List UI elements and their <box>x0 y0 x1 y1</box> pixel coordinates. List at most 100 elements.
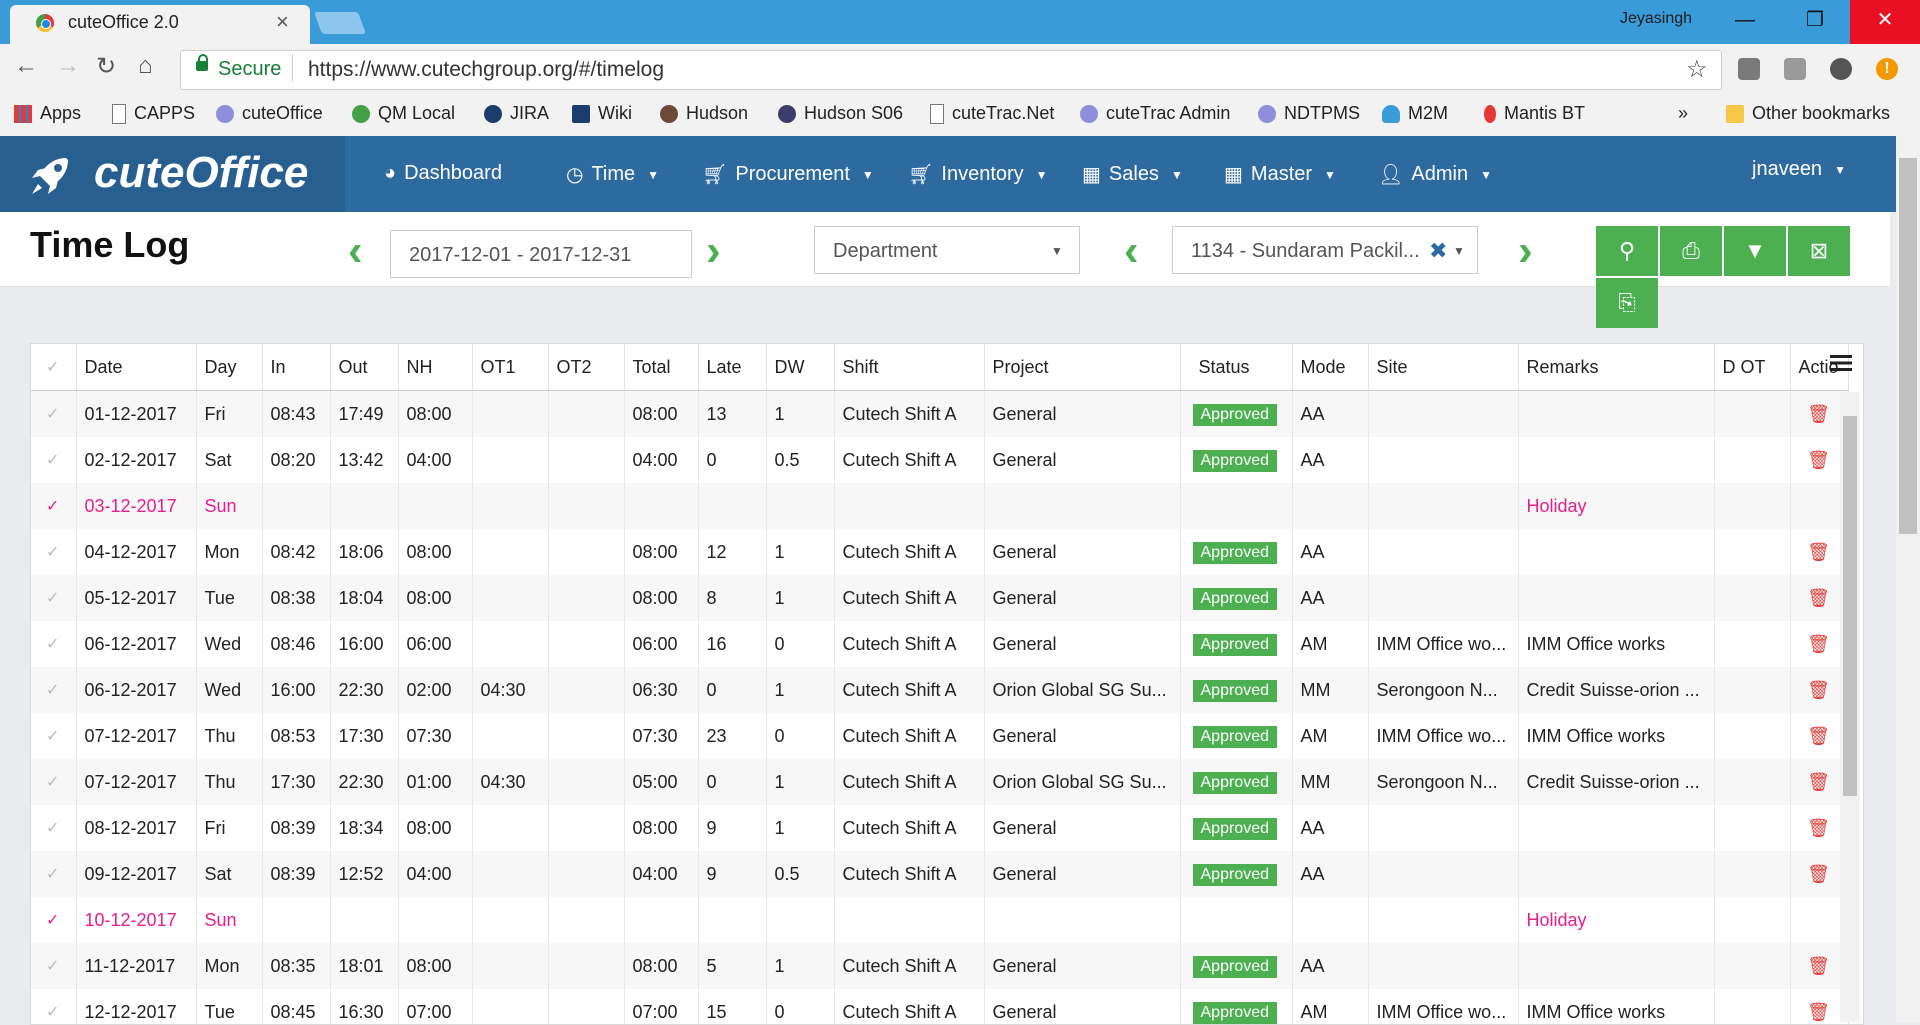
row-checkbox[interactable]: ✓ <box>31 667 76 713</box>
column-header[interactable]: Status <box>1180 344 1292 391</box>
update-alert-icon[interactable]: ! <box>1876 58 1898 80</box>
row-checkbox[interactable]: ✓ <box>31 805 76 851</box>
column-header[interactable]: Remarks <box>1518 344 1714 391</box>
trash-icon[interactable]: 🗑︎ <box>1807 772 1830 792</box>
column-header[interactable]: D OT <box>1714 344 1790 391</box>
row-checkbox[interactable]: ✓ <box>31 989 76 1025</box>
bookmark-ndtpms[interactable]: NDTPMS <box>1258 103 1360 124</box>
bookmark-m2m[interactable]: M2M <box>1382 103 1448 124</box>
bookmark-hudson[interactable]: Hudson <box>660 103 748 124</box>
column-header[interactable]: Mode <box>1292 344 1368 391</box>
trash-icon[interactable]: 🗑︎ <box>1807 1002 1830 1022</box>
bookmarks-overflow-button[interactable]: » <box>1678 103 1688 124</box>
row-checkbox[interactable]: ✓ <box>31 759 76 805</box>
trash-icon[interactable]: 🗑︎ <box>1807 450 1830 470</box>
bookmark-apps[interactable]: Apps <box>14 103 81 124</box>
clear-icon[interactable]: ✖ <box>1429 227 1447 274</box>
row-checkbox[interactable]: ✓ <box>31 713 76 759</box>
row-checkbox[interactable]: ✓ <box>31 621 76 667</box>
trash-icon[interactable]: 🗑︎ <box>1807 818 1830 838</box>
row-checkbox[interactable]: ✓ <box>31 483 76 529</box>
reload-icon[interactable]: ↻ <box>96 52 116 81</box>
menu-dashboard[interactable]: ◕Dashboard <box>384 162 502 185</box>
bookmark-cutetrac-net[interactable]: cuteTrac.Net <box>930 103 1054 124</box>
menu-admin[interactable]: 👤︎Admin▼ <box>1378 162 1492 187</box>
trash-icon[interactable]: 🗑︎ <box>1807 404 1830 424</box>
bookmark-mantis-bt[interactable]: Mantis BT <box>1484 103 1585 124</box>
row-checkbox[interactable]: ✓ <box>31 851 76 897</box>
column-header[interactable]: Total <box>624 344 698 391</box>
menu-sales[interactable]: ▦Sales▼ <box>1082 162 1183 187</box>
next-period-chevron-icon[interactable]: › <box>706 226 721 276</box>
export-excel-button[interactable]: ⊠ <box>1786 226 1850 276</box>
trash-icon[interactable]: 🗑︎ <box>1807 542 1830 562</box>
column-header[interactable]: Date <box>76 344 196 391</box>
window-close-button[interactable]: ✕ <box>1850 0 1920 44</box>
column-header[interactable]: NH <box>398 344 472 391</box>
row-checkbox[interactable]: ✓ <box>31 575 76 621</box>
column-header[interactable]: OT1 <box>472 344 548 391</box>
row-checkbox[interactable]: ✓ <box>31 529 76 575</box>
bookmark-hudson-s06[interactable]: Hudson S06 <box>778 103 903 124</box>
bookmark-wiki[interactable]: Wiki <box>572 103 632 124</box>
bookmark-star-icon[interactable]: ☆ <box>1686 55 1708 84</box>
trash-icon[interactable]: 🗑︎ <box>1807 588 1830 608</box>
menu-procurement[interactable]: 🛒︎Procurement▼ <box>702 162 874 187</box>
column-header[interactable]: Project <box>984 344 1180 391</box>
column-header[interactable]: Out <box>330 344 398 391</box>
column-header[interactable]: OT2 <box>548 344 624 391</box>
row-checkbox[interactable]: ✓ <box>31 897 76 943</box>
bookmark-cuteoffice[interactable]: cuteOffice <box>216 103 323 124</box>
home-icon[interactable]: ⌂ <box>138 52 153 80</box>
column-header[interactable]: Day <box>196 344 262 391</box>
page-scrollbar-thumb[interactable] <box>1899 158 1917 534</box>
other-bookmarks[interactable]: Other bookmarks <box>1726 103 1890 124</box>
trash-icon[interactable]: 🗑︎ <box>1807 956 1830 976</box>
export-pdf-button[interactable]: ⎘ <box>1596 278 1658 328</box>
bookmark-capps[interactable]: CAPPS <box>112 103 195 124</box>
browser-profile-name[interactable]: Jeyasingh <box>1620 10 1692 28</box>
employee-select[interactable]: 1134 - Sundaram Packil...✖▼ <box>1172 226 1478 274</box>
url-text[interactable]: https://www.cutechgroup.org/#/timelog <box>308 58 664 82</box>
row-checkbox[interactable]: ✓ <box>31 943 76 989</box>
column-header[interactable]: Late <box>698 344 766 391</box>
bookmark-qm-local[interactable]: QM Local <box>352 103 455 124</box>
column-header[interactable]: Site <box>1368 344 1518 391</box>
date-range-input[interactable]: 2017-12-01 - 2017-12-31 <box>390 230 692 278</box>
back-icon[interactable]: ← <box>14 52 38 80</box>
new-tab-button[interactable] <box>314 12 366 34</box>
next-employee-chevron-icon[interactable]: › <box>1518 226 1533 276</box>
extension-icon[interactable] <box>1738 58 1760 80</box>
column-header[interactable]: Shift <box>834 344 984 391</box>
trash-icon[interactable]: 🗑︎ <box>1807 726 1830 746</box>
bookmark-cutetrac-admin[interactable]: cuteTrac Admin <box>1080 103 1230 124</box>
restore-button[interactable]: ❐ <box>1780 0 1850 44</box>
bookmark-jira[interactable]: JIRA <box>484 103 549 124</box>
forward-icon[interactable]: → <box>56 52 80 80</box>
trash-icon[interactable]: 🗑︎ <box>1807 634 1830 654</box>
menu-master[interactable]: ▦Master▼ <box>1224 162 1336 187</box>
filter-button[interactable]: ▼ <box>1722 226 1786 276</box>
extension-icon[interactable] <box>1830 58 1852 80</box>
tab-close-icon[interactable]: × <box>276 9 289 35</box>
search-button[interactable]: ⚲ <box>1596 226 1658 276</box>
trash-icon[interactable]: 🗑︎ <box>1807 864 1830 884</box>
row-checkbox[interactable]: ✓ <box>31 391 76 438</box>
user-menu[interactable]: jnaveen▼ <box>1752 158 1846 181</box>
department-select[interactable]: Department▼ <box>814 226 1080 274</box>
trash-icon[interactable]: 🗑︎ <box>1807 680 1830 700</box>
menu-time[interactable]: ◷Time▼ <box>566 162 659 187</box>
column-menu-icon[interactable] <box>1830 354 1852 372</box>
table-scrollbar-thumb[interactable] <box>1843 416 1857 796</box>
